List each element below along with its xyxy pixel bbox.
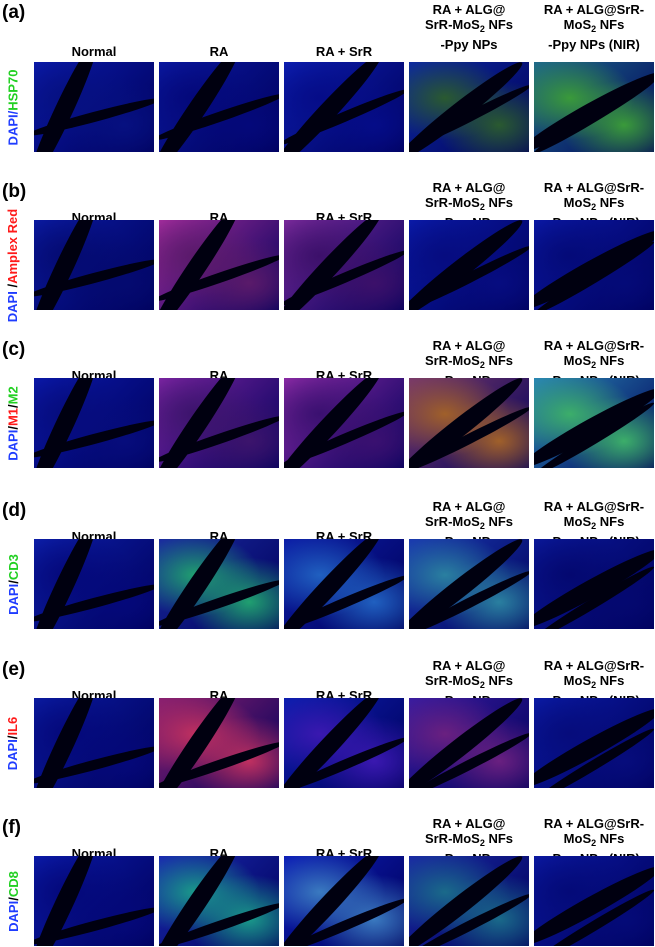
stain-label: DAPI/HSP70 [0,62,26,152]
micrograph-ra-srr [284,698,404,788]
micrograph-ra-alg-nir [534,62,654,152]
figure-panel-e: (e) Normal RA RA + SrR RA + ALG@ SrR-MoS… [0,636,655,788]
micrograph-normal [34,220,154,310]
micrograph-normal [34,539,154,629]
micrograph-ra [159,539,279,629]
panel-label: (b) [2,181,27,202]
stain-label: DAPI /Amplex Red [0,208,26,321]
column-title-ra: RA [209,44,229,59]
micrograph-ra-srr [284,378,404,468]
micrograph-ra-alg-nir [534,539,654,629]
micrograph-normal [34,856,154,946]
micrograph-ra-alg [409,378,529,468]
stain-label-part: HSP70 [5,69,21,111]
micrograph-ra-srr [284,539,404,629]
stain-label-part: M2 [5,385,21,404]
stain-label-part: CD8 [5,870,21,897]
figure-panel-c: (c) Normal RA RA + SrR RA + ALG@ SrR-MoS… [0,316,655,468]
micrograph-ra-alg [409,856,529,946]
micrograph-ra-alg-nir [534,220,654,310]
micrograph-ra-srr [284,220,404,310]
stain-label: DAPI/CD3 [0,539,26,629]
figure-panel-b: (b) Normal RA RA + SrR RA + ALG@ SrR-MoS… [0,158,655,322]
stain-label: DAPI/M1/M2 [0,378,26,468]
panel-label: (f) [2,817,21,838]
micrograph-ra-alg [409,539,529,629]
micrograph-ra-alg [409,220,529,310]
micrograph-ra-srr [284,856,404,946]
figure-panel-a: (a) Normal RA RA + SrR RA + ALG@ SrR-MoS… [0,0,655,152]
stain-label-part: CD3 [5,553,21,580]
stain-label-part: / [5,735,21,739]
stain-label-part: M1 [5,407,21,426]
figure-panel-d: (d) Normal RA RA + SrR RA + ALG@ SrR-MoS… [0,477,655,629]
micrograph-ra [159,698,279,788]
micrograph-ra-srr [284,62,404,152]
micrograph-normal [34,378,154,468]
stain-label-part: DAPI [5,429,21,461]
micrograph-ra-alg-nir [534,378,654,468]
stain-label-part: Amplex Red [5,208,21,284]
micrograph-ra-alg-nir [534,856,654,946]
panel-label: (d) [2,500,27,521]
stain-label-part: DAPI [5,900,21,932]
micrograph-ra-alg [409,698,529,788]
micrograph-ra [159,62,279,152]
stain-label-part: DAPI [5,738,21,770]
column-title-alg-nir: RA + ALG@SrR- MoS2 NFs -Ppy NPs (NIR) [543,2,645,52]
stain-label-part: / [5,110,21,114]
micrograph-ra [159,220,279,310]
column-title-ra-srr: RA + SrR [315,44,373,59]
stain-label-part: DAPI [5,113,21,145]
column-title-alg: RA + ALG@ SrR-MoS2 NFs -Ppy NPs [424,2,514,52]
stain-label-part: / [5,425,21,430]
panel-label: (c) [2,339,26,360]
micrograph-ra-alg-nir [534,698,654,788]
stain-label-part: IL6 [5,716,21,736]
figure-panel-f: (f) Normal RA RA + SrR RA + ALG@ SrR-MoS… [0,794,655,946]
stain-label-part: / [5,896,21,901]
micrograph-normal [34,62,154,152]
column-title-normal: Normal [71,44,117,59]
micrograph-ra-alg [409,62,529,152]
micrograph-normal [34,698,154,788]
stain-label-part: / [5,283,21,291]
panel-label: (e) [2,659,26,680]
micrograph-ra [159,856,279,946]
stain-label: DAPI/CD8 [0,856,26,946]
panel-label: (a) [2,2,26,23]
stain-label-part: / [5,579,21,584]
stain-label-part: DAPI [5,583,21,615]
micrograph-ra [159,378,279,468]
stain-label: DAPI/IL6 [0,698,26,788]
